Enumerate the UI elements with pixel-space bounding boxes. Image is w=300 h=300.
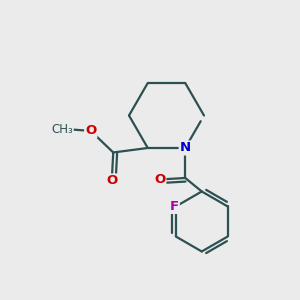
Text: O: O (106, 175, 117, 188)
Text: O: O (154, 173, 165, 186)
Text: CH₃: CH₃ (51, 123, 73, 136)
Text: F: F (170, 200, 179, 213)
Text: O: O (85, 124, 96, 137)
Text: N: N (180, 142, 191, 154)
